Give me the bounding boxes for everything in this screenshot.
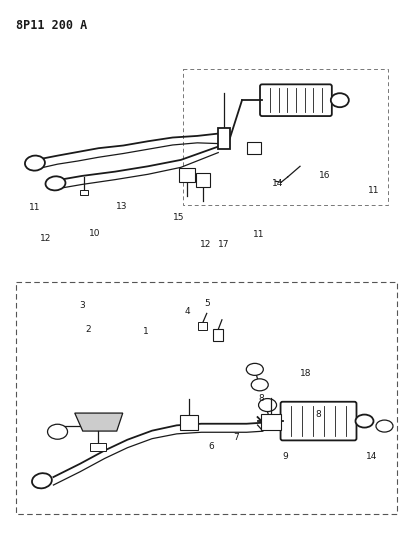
Ellipse shape <box>48 424 67 439</box>
FancyBboxPatch shape <box>260 84 332 116</box>
Text: 10: 10 <box>89 229 100 238</box>
Text: 14: 14 <box>272 180 283 188</box>
Text: 15: 15 <box>173 213 185 222</box>
Text: 6: 6 <box>209 442 215 451</box>
Text: 2: 2 <box>85 325 91 334</box>
Text: 7: 7 <box>233 433 239 441</box>
Bar <box>16 282 397 514</box>
Bar <box>218 128 230 149</box>
Bar <box>196 173 210 187</box>
Text: 11: 11 <box>368 187 380 195</box>
Text: 16: 16 <box>319 172 330 180</box>
Ellipse shape <box>246 364 263 375</box>
Ellipse shape <box>259 399 277 411</box>
Polygon shape <box>75 413 123 431</box>
Ellipse shape <box>376 420 393 432</box>
Text: 17: 17 <box>218 240 230 248</box>
Bar <box>80 190 88 195</box>
Text: 14: 14 <box>366 453 378 461</box>
Text: 11: 11 <box>29 204 41 212</box>
Bar <box>261 414 281 430</box>
Text: 8: 8 <box>258 394 264 403</box>
Ellipse shape <box>46 176 65 190</box>
Text: 4: 4 <box>184 308 190 316</box>
Text: 3: 3 <box>79 301 85 310</box>
Bar <box>213 329 223 341</box>
Ellipse shape <box>251 379 268 391</box>
Ellipse shape <box>25 156 45 171</box>
Text: 8: 8 <box>316 410 321 419</box>
Bar <box>183 69 388 205</box>
Text: 1: 1 <box>143 327 149 336</box>
Bar <box>247 142 261 154</box>
Text: 13: 13 <box>115 203 127 211</box>
Text: 12: 12 <box>200 240 211 248</box>
Ellipse shape <box>331 93 349 107</box>
Bar <box>180 415 198 430</box>
Text: 18: 18 <box>300 369 312 377</box>
Ellipse shape <box>32 473 52 488</box>
Ellipse shape <box>356 415 374 427</box>
Text: 5: 5 <box>205 300 210 308</box>
Bar <box>179 168 195 182</box>
Text: 8P11 200 A: 8P11 200 A <box>16 19 88 31</box>
Bar <box>90 443 106 451</box>
Text: 11: 11 <box>253 230 265 239</box>
FancyBboxPatch shape <box>281 402 356 440</box>
Text: 12: 12 <box>39 235 51 243</box>
Bar <box>198 322 207 330</box>
Text: 9: 9 <box>283 452 289 461</box>
